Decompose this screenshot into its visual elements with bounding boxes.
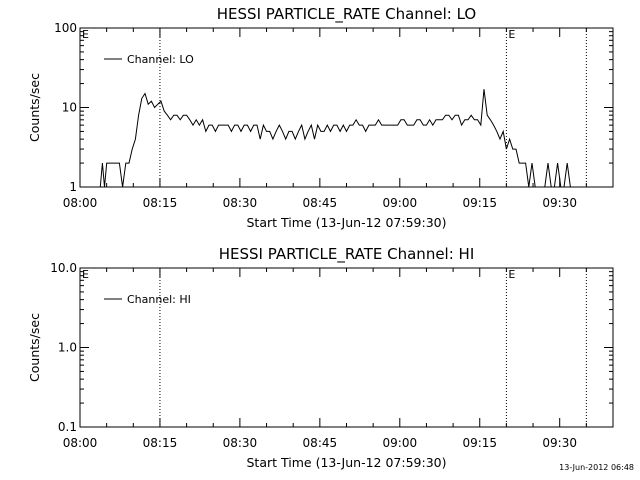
event-marker-label: E [508, 28, 515, 41]
x-tick-label: 09:00 [383, 196, 418, 210]
legend-label: Channel: LO [127, 53, 194, 66]
y-axis-label: Counts/sec [27, 73, 42, 142]
y-tick-label: 10 [62, 101, 77, 115]
x-tick-label: 09:15 [462, 196, 497, 210]
start-marker-label: E [82, 28, 89, 41]
x-tick-label: 08:45 [303, 436, 338, 450]
x-tick-label: 08:15 [143, 196, 178, 210]
series-line-1 [99, 89, 577, 188]
y-tick-label: 100 [54, 21, 77, 35]
x-tick-label: 09:30 [542, 196, 577, 210]
y-axis-label: Counts/sec [27, 313, 42, 382]
x-tick-label: 08:15 [143, 436, 178, 450]
x-tick-label: 08:00 [63, 436, 98, 450]
footer-timestamp: 13-Jun-2012 06:48 [559, 463, 634, 472]
x-axis-label: Start Time (13-Jun-12 07:59:30) [247, 215, 447, 230]
start-marker-label: E [82, 268, 89, 281]
x-tick-label: 09:30 [542, 436, 577, 450]
y-tick-label: 1.0 [58, 341, 77, 355]
x-tick-label: 08:30 [223, 436, 258, 450]
y-tick-label: 1 [69, 180, 77, 194]
chart-title: HESSI PARTICLE_RATE Channel: LO [217, 5, 476, 24]
y-tick-label: 0.1 [58, 420, 77, 434]
y-tick-label: 10.0 [50, 261, 77, 275]
x-tick-label: 08:45 [303, 196, 338, 210]
x-tick-label: 08:00 [63, 196, 98, 210]
event-marker-label: E [508, 268, 515, 281]
x-tick-label: 09:15 [462, 436, 497, 450]
x-axis-label: Start Time (13-Jun-12 07:59:30) [247, 455, 447, 470]
chart-title: HESSI PARTICLE_RATE Channel: HI [219, 245, 475, 264]
x-tick-label: 09:00 [383, 436, 418, 450]
x-tick-label: 08:30 [223, 196, 258, 210]
legend-label: Channel: HI [127, 293, 191, 306]
